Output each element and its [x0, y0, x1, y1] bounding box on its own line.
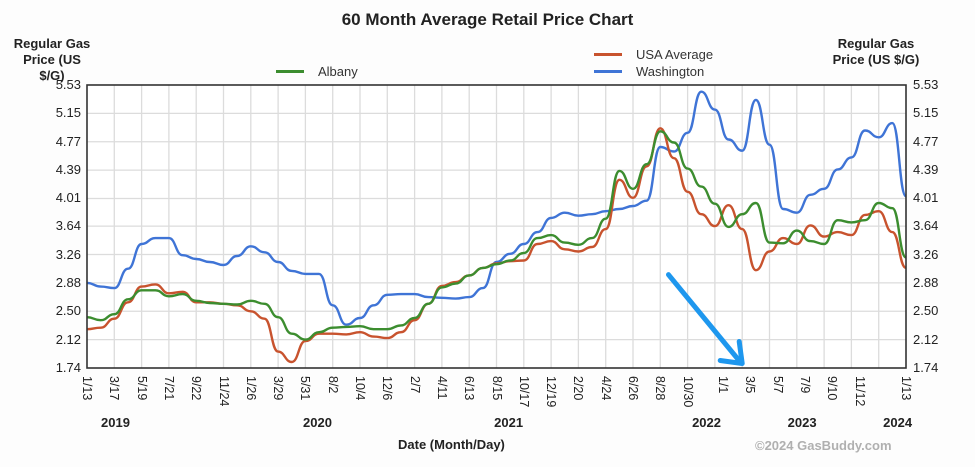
y-tick-left: 2.12 — [55, 331, 81, 347]
y-tick-left: 5.53 — [55, 77, 81, 92]
legend-item-usa-average: USA Average — [594, 47, 713, 62]
y-tick-right: 5.15 — [913, 105, 939, 121]
copyright-text: ©2024 GasBuddy.com — [755, 438, 892, 453]
y-axis-label-left: Regular Gas Price (US $/G) — [12, 36, 92, 84]
x-tick-label: 11/12 — [852, 376, 867, 407]
x-tick-label: 9/22 — [189, 376, 204, 401]
x-tick-label: 12/6 — [380, 376, 395, 401]
y-tick-left: 1.74 — [55, 360, 81, 375]
y-tick-left: 3.64 — [55, 218, 81, 234]
series-line-washington — [86, 90, 908, 326]
y-tick-right: 4.01 — [913, 190, 939, 206]
y-tick-right: 2.88 — [913, 274, 939, 290]
x-tick-label: 8/2 — [325, 376, 340, 394]
year-label: 2023 — [787, 415, 817, 430]
y-tick-right: 2.50 — [913, 303, 939, 319]
x-tick-label: 10/17 — [516, 376, 531, 408]
legend-swatch-albany — [276, 70, 304, 73]
x-tick-label: 1/26 — [243, 376, 258, 401]
x-axis-label: Date (Month/Day) — [398, 437, 505, 452]
x-tick-label: 11/24 — [216, 376, 231, 407]
year-label: 2024 — [883, 415, 913, 430]
y-tick-left: 2.88 — [55, 274, 81, 290]
x-tick-label: 7/9 — [797, 376, 812, 394]
x-tick-label: 8/15 — [489, 376, 504, 401]
x-tick-label: 3/5 — [743, 376, 758, 394]
legend-item-washington: Washington — [594, 64, 704, 79]
x-tick-label: 1/13 — [80, 376, 94, 401]
y-tick-left: 4.01 — [55, 190, 81, 206]
x-tick-label: 6/13 — [462, 376, 477, 401]
legend-swatch-washington — [594, 70, 622, 73]
x-tick-label: 1/1 — [716, 376, 731, 394]
x-tick-label: 1/13 — [899, 376, 913, 401]
x-tick-label: 5/19 — [134, 376, 149, 401]
x-tick-label: 12/19 — [544, 376, 559, 408]
legend-label-washington: Washington — [636, 64, 705, 79]
y-tick-left: 2.50 — [55, 303, 81, 319]
annotation-arrow-head — [717, 339, 745, 367]
y-tick-right: 4.77 — [913, 133, 939, 149]
x-tick-label: 3/29 — [271, 376, 286, 401]
y-axis-label-left-line1: Regular Gas — [13, 36, 91, 51]
y-axis-label-right-line2: Price (US $/G) — [832, 52, 920, 67]
x-tick-label: 5/7 — [770, 376, 785, 394]
legend-label-albany: Albany — [318, 64, 358, 79]
x-tick-label: 6/26 — [626, 376, 640, 401]
year-label: 2019 — [101, 415, 130, 430]
x-tick-label: 4/11 — [434, 376, 449, 400]
y-tick-right: 3.64 — [913, 218, 939, 234]
x-tick-label: 9/10 — [825, 376, 840, 401]
legend-item-albany: Albany — [276, 64, 358, 79]
chart-title: 60 Month Average Retail Price Chart — [341, 10, 634, 29]
x-tick-label: 10/4 — [353, 376, 367, 401]
x-tick-label: 4/24 — [598, 376, 613, 401]
x-tick-label: 3/17 — [107, 376, 122, 401]
legend-label-usa-average: USA Average — [636, 47, 714, 62]
year-label: 2021 — [494, 415, 524, 430]
y-tick-right: 3.26 — [913, 246, 939, 262]
x-tick-label: 5/31 — [298, 376, 313, 401]
x-tick-label: 10/30 — [680, 376, 695, 408]
year-label: 2022 — [692, 415, 721, 430]
y-tick-left: 5.15 — [55, 105, 81, 121]
y-tick-left: 4.39 — [55, 162, 81, 178]
plot-border — [86, 84, 907, 369]
y-axis-label-right: Regular Gas Price (US $/G) — [826, 36, 926, 68]
y-axis-label-right-line1: Regular Gas — [837, 36, 915, 51]
y-axis-label-left-line2: Price (US $/G) — [23, 52, 81, 83]
y-tick-right: 1.74 — [913, 360, 939, 375]
y-tick-right: 5.53 — [913, 77, 939, 92]
y-tick-left: 3.26 — [55, 246, 81, 262]
y-tick-left: 4.77 — [55, 133, 81, 149]
x-tick-label: 8/28 — [653, 376, 668, 401]
x-tick-label: 2/7 — [407, 376, 422, 394]
year-label: 2020 — [303, 415, 332, 430]
y-tick-right: 4.39 — [913, 162, 939, 178]
series-line-albany — [86, 130, 908, 341]
y-tick-right: 2.12 — [913, 331, 939, 347]
x-tick-label: 2/20 — [571, 376, 586, 401]
annotation-arrow-shaft — [665, 272, 741, 363]
legend-swatch-usa-average — [594, 53, 622, 56]
x-tick-label: 7/21 — [161, 376, 176, 401]
